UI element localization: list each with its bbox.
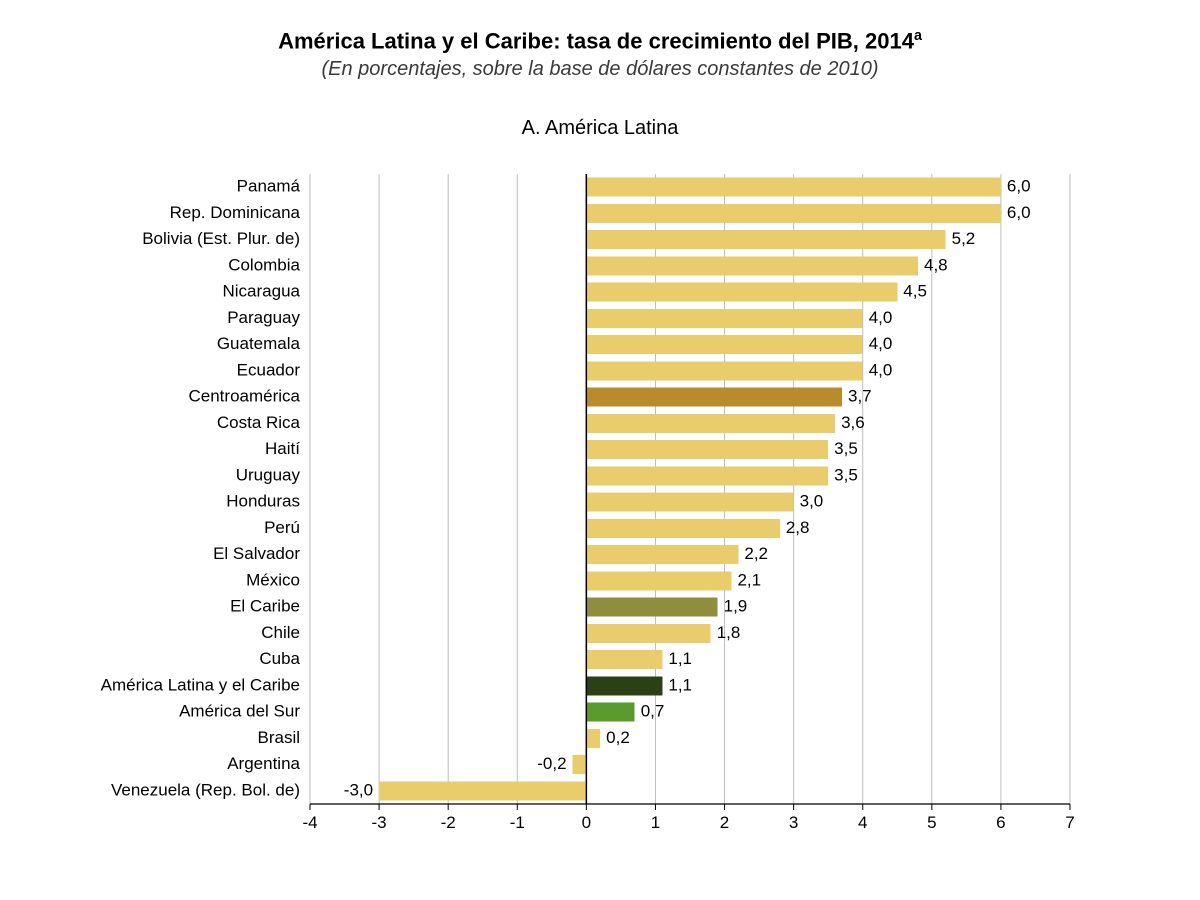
category-label: El Salvador <box>213 544 300 563</box>
chart-svg: -4-3-2-101234567Panamá6,0Rep. Dominicana… <box>50 164 1090 844</box>
value-label: 4,0 <box>869 361 893 380</box>
category-label: Paraguay <box>227 308 300 327</box>
bar <box>586 729 600 748</box>
value-label: 3,6 <box>841 413 865 432</box>
bar <box>586 651 662 670</box>
x-tick-label: -4 <box>302 813 317 832</box>
value-label: -3,0 <box>344 781 373 800</box>
value-label: 3,5 <box>834 466 858 485</box>
value-label: 3,7 <box>848 387 872 406</box>
x-tick-label: 6 <box>996 813 1005 832</box>
category-label: América Latina y el Caribe <box>101 676 300 695</box>
bar <box>586 336 862 355</box>
value-label: 4,0 <box>869 308 893 327</box>
category-label: Argentina <box>227 754 300 773</box>
category-label: Venezuela (Rep. Bol. de) <box>111 781 300 800</box>
category-label: Bolivia (Est. Plur. de) <box>142 229 300 248</box>
x-tick-label: 3 <box>789 813 798 832</box>
category-label: Costa Rica <box>217 413 301 432</box>
category-label: Haití <box>265 439 300 458</box>
bar <box>586 257 918 276</box>
bar <box>573 756 587 775</box>
value-label: 6,0 <box>1007 203 1031 222</box>
category-label: Perú <box>264 518 300 537</box>
value-label: 6,0 <box>1007 177 1031 196</box>
bar <box>586 362 862 381</box>
category-label: Colombia <box>228 256 300 275</box>
category-label: Ecuador <box>237 361 301 380</box>
bar <box>586 493 793 512</box>
bar <box>586 624 710 643</box>
bar <box>586 309 862 328</box>
category-label: Uruguay <box>236 466 301 485</box>
value-label: 2,8 <box>786 518 810 537</box>
value-label: 1,1 <box>668 676 692 695</box>
category-label: México <box>246 571 300 590</box>
x-tick-label: -3 <box>372 813 387 832</box>
bar-row: Venezuela (Rep. Bol. de) -3,0 <box>111 781 586 801</box>
value-label: 1,9 <box>724 597 748 616</box>
bar <box>586 388 842 407</box>
value-label: 4,5 <box>903 282 927 301</box>
category-label: Cuba <box>259 649 300 668</box>
category-label: Brasil <box>257 728 300 747</box>
x-tick-label: 4 <box>858 813 867 832</box>
category-label: Guatemala <box>217 334 301 353</box>
bar <box>379 782 586 801</box>
bar <box>586 703 634 722</box>
value-label: 2,2 <box>744 544 768 563</box>
value-label: -0,2 <box>537 754 566 773</box>
bar <box>586 283 897 302</box>
x-tick-label: -1 <box>510 813 525 832</box>
x-tick-label: 0 <box>582 813 591 832</box>
category-label: Centroamérica <box>189 387 301 406</box>
value-label: 4,8 <box>924 256 948 275</box>
value-label: 0,7 <box>641 702 665 721</box>
value-label: 1,1 <box>668 649 692 668</box>
bar <box>586 677 662 696</box>
category-label: América del Sur <box>179 702 300 721</box>
bar <box>586 572 731 591</box>
x-tick-label: 7 <box>1065 813 1074 832</box>
chart-title: América Latina y el Caribe: tasa de crec… <box>50 28 1150 54</box>
bar <box>586 598 717 617</box>
bar-row: Rep. Dominicana 6,0 <box>170 203 1031 223</box>
value-label: 5,2 <box>952 229 976 248</box>
gdp-growth-chart: -4-3-2-101234567Panamá6,0Rep. Dominicana… <box>50 164 1150 849</box>
category-label: El Caribe <box>230 597 300 616</box>
value-label: 2,1 <box>737 571 761 590</box>
category-label: Honduras <box>226 492 300 511</box>
chart-title-text: América Latina y el Caribe: tasa de crec… <box>278 28 914 53</box>
category-label: Nicaragua <box>223 282 301 301</box>
value-label: 0,2 <box>606 728 630 747</box>
category-label: Rep. Dominicana <box>170 203 301 222</box>
value-label: 1,8 <box>717 623 741 642</box>
x-tick-label: 2 <box>720 813 729 832</box>
bar <box>586 204 1001 223</box>
value-label: 3,5 <box>834 439 858 458</box>
chart-section-label: A. América Latina <box>50 117 1150 140</box>
category-label: Chile <box>261 623 300 642</box>
x-tick-label: 1 <box>651 813 660 832</box>
value-label: 4,0 <box>869 334 893 353</box>
category-label: Panamá <box>237 177 301 196</box>
bar <box>586 467 828 486</box>
bar <box>586 441 828 460</box>
bar <box>586 231 945 250</box>
value-label: 3,0 <box>800 492 824 511</box>
bar <box>586 519 779 538</box>
bar <box>586 178 1001 197</box>
bar <box>586 546 738 565</box>
x-tick-label: -2 <box>441 813 456 832</box>
chart-title-superscript: a <box>914 28 922 44</box>
bar <box>586 414 835 433</box>
chart-subtitle: (En porcentajes, sobre la base de dólare… <box>50 58 1150 81</box>
x-tick-label: 5 <box>927 813 936 832</box>
